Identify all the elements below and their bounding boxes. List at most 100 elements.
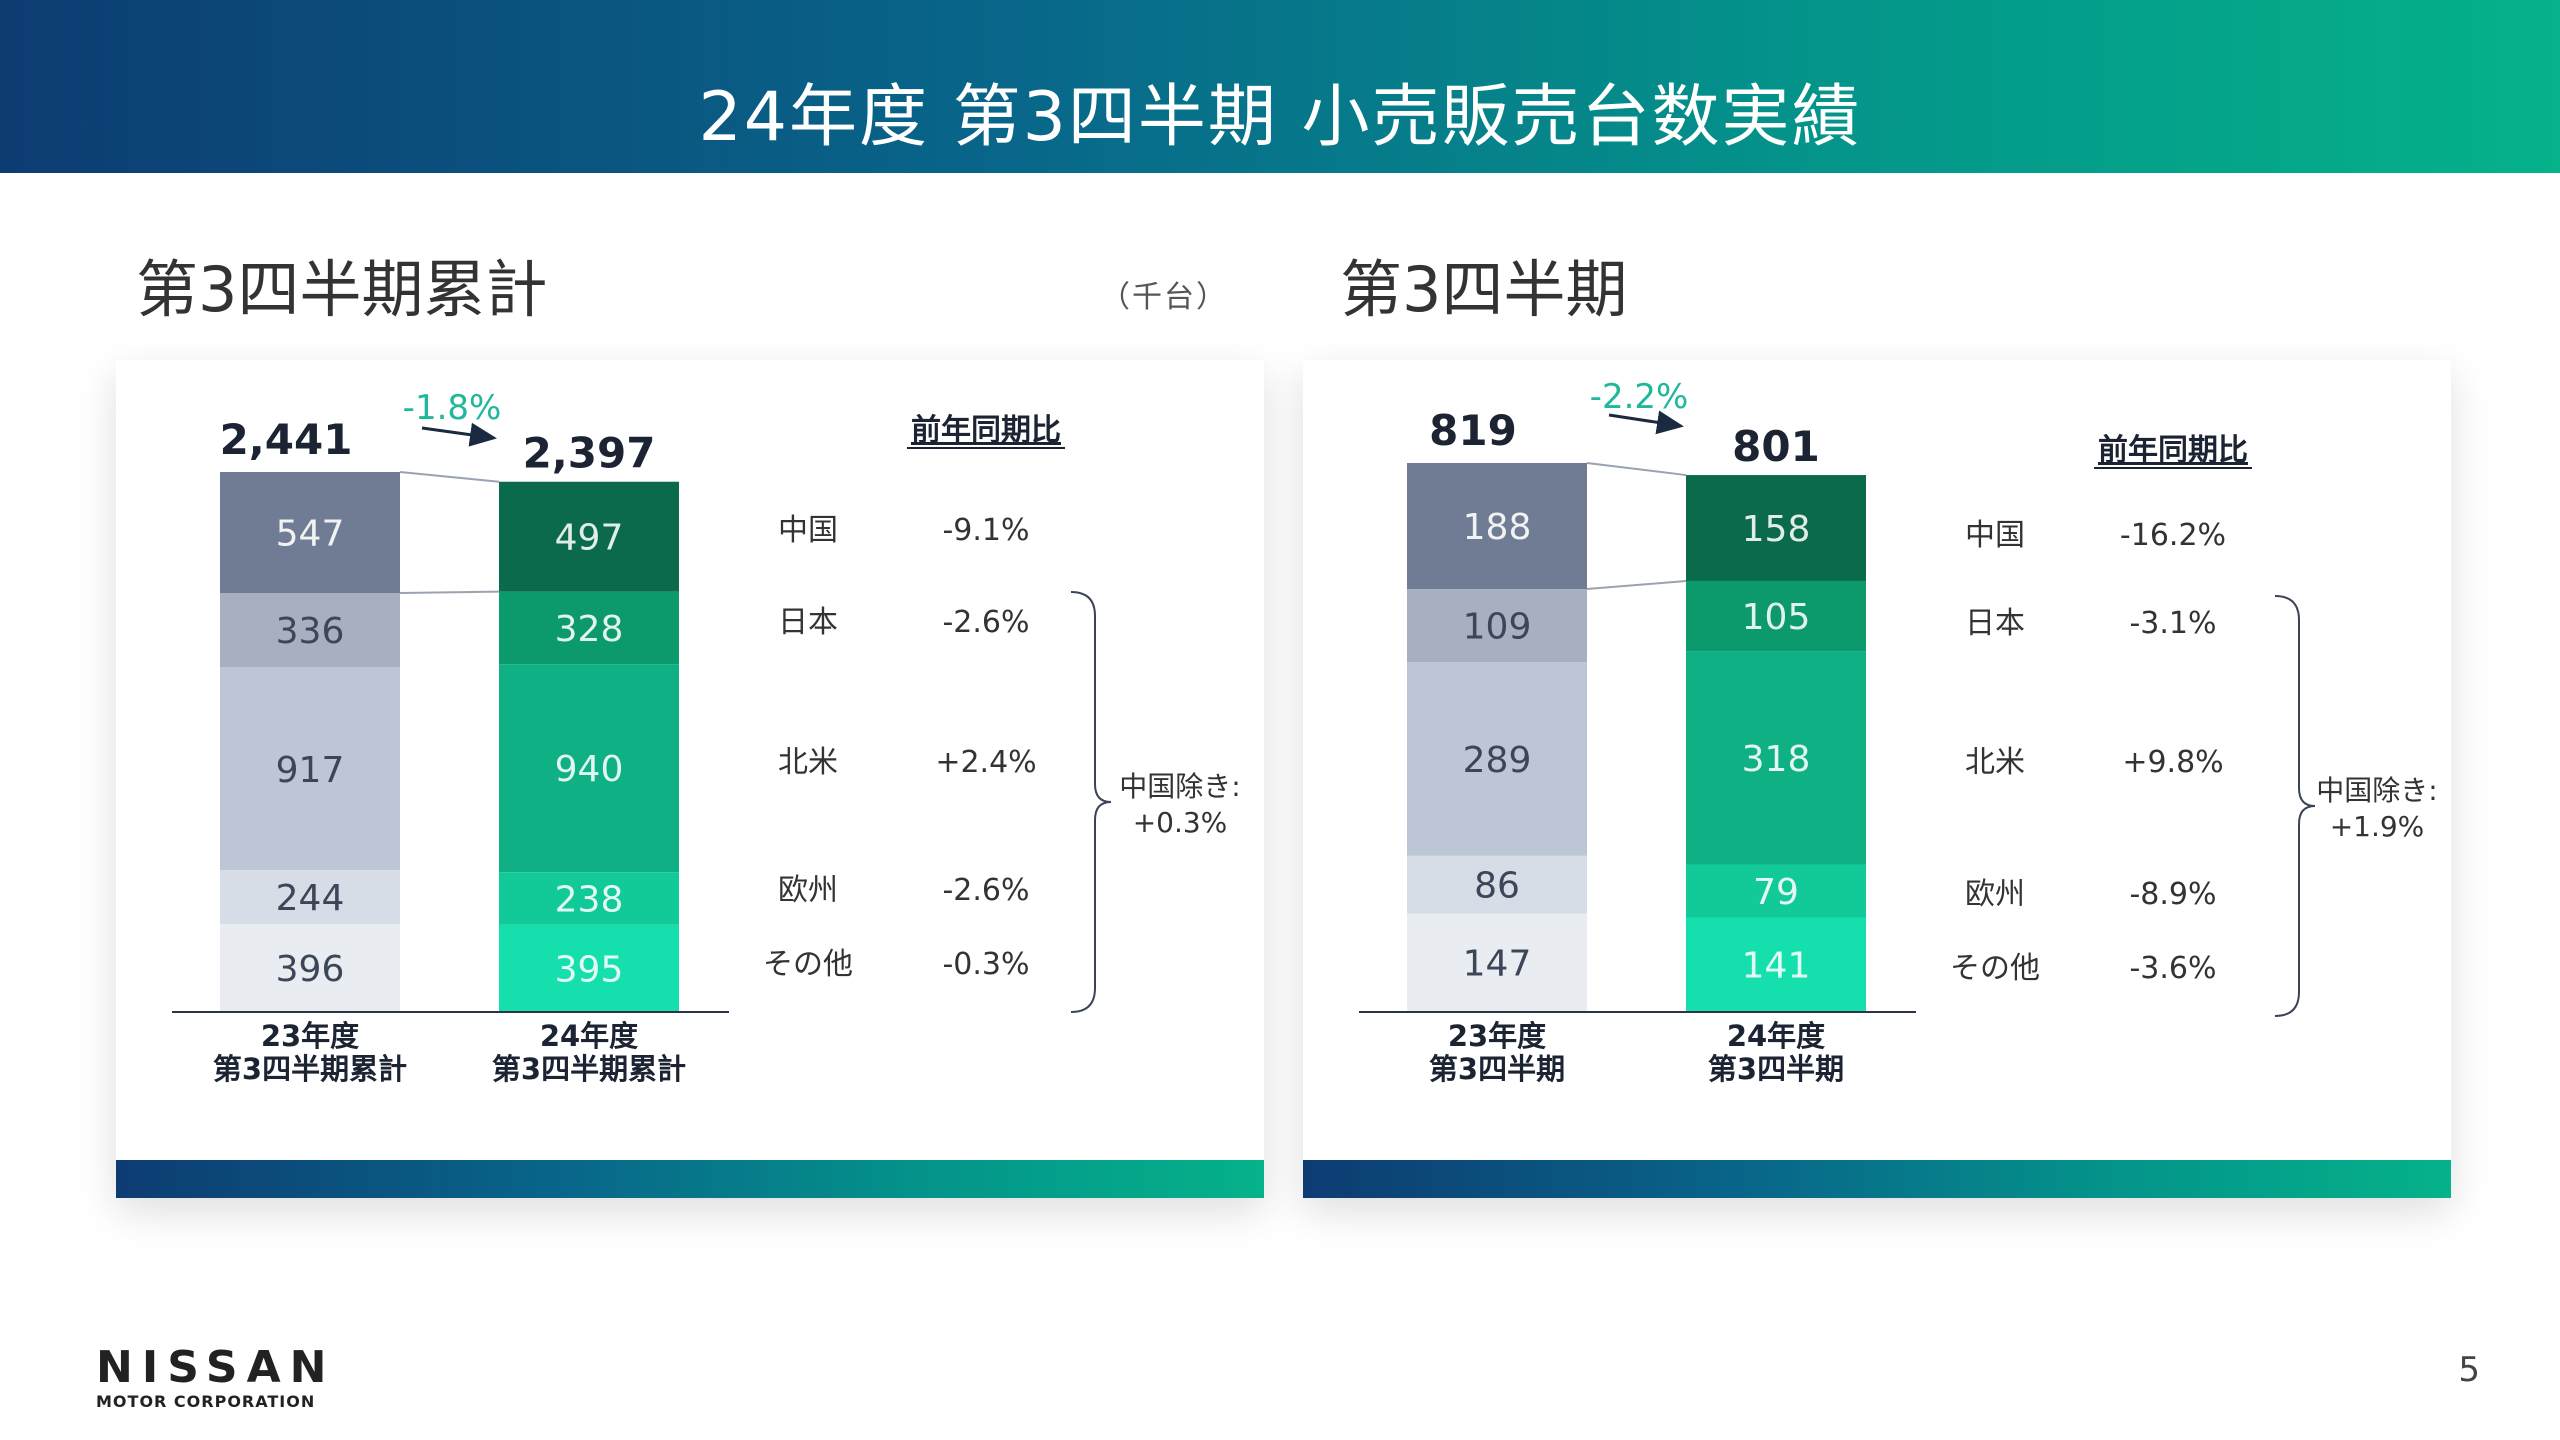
bar-segment: [1686, 580, 1866, 652]
page-title: 24年度 第3四半期 小売販売台数実績: [698, 78, 1862, 157]
category-label: 第3四半期累計: [492, 1052, 686, 1086]
card-footer-bar: [116, 1160, 1264, 1198]
cumulative-section-title: 第3四半期累計: [136, 253, 548, 326]
grouping-brace: [2274, 595, 2316, 1017]
bar-segment: [220, 924, 400, 1012]
data-label: 328: [555, 609, 624, 650]
card-footer-bar: [1303, 1160, 2451, 1198]
yoy-value: -0.3%: [942, 947, 1029, 982]
yoy-header: 前年同期比: [911, 413, 1061, 448]
data-label: 336: [276, 611, 345, 652]
total-label: 2,397: [523, 429, 656, 478]
bar-segment: [1686, 475, 1866, 581]
data-label: 86: [1474, 866, 1520, 907]
region-label: 日本: [778, 605, 838, 640]
bar-segment: [499, 664, 679, 873]
category-label: 23年度: [261, 1019, 359, 1053]
bar-segment: [220, 870, 400, 925]
data-label: 289: [1463, 740, 1532, 781]
region-label: その他: [763, 947, 853, 982]
data-label: 940: [555, 749, 624, 790]
category-label: 23年度: [1448, 1019, 1546, 1053]
bar-segment: [499, 872, 679, 925]
logo-wordmark: NISSAN: [96, 1342, 336, 1393]
bar-segment: [220, 593, 400, 668]
yoy-value: -8.9%: [2129, 877, 2216, 912]
data-label: 547: [276, 514, 345, 555]
cumulative-chart-card: 547 336 917 244 396 2,441 23年度 第3四半期累計 497 328 940…: [116, 360, 1264, 1198]
data-label: 917: [276, 750, 345, 791]
region-label: 日本: [1965, 606, 2025, 641]
change-label: -1.8%: [403, 388, 502, 428]
total-label: 2,441: [220, 415, 353, 464]
region-label: その他: [1950, 951, 2040, 986]
yoy-value: +2.4%: [935, 745, 1036, 780]
unit-label: （千台）: [1100, 280, 1228, 315]
total-label: 801: [1732, 422, 1820, 471]
data-label: 147: [1463, 944, 1532, 985]
region-label: 北米: [1965, 745, 2025, 780]
data-label: 188: [1463, 507, 1532, 548]
connector-line: [1586, 462, 1687, 477]
bar-segment: [1686, 917, 1866, 1012]
bar-segment: [499, 591, 679, 665]
region-label: 欧州: [1965, 877, 2025, 912]
data-label: 79: [1753, 872, 1799, 913]
data-label: 244: [276, 878, 345, 919]
bar-segment: [220, 667, 400, 871]
data-label: 318: [1742, 739, 1811, 780]
logo-subtitle: MOTOR CORPORATION: [96, 1392, 316, 1411]
ex-china-label: 中国除き:: [2316, 774, 2437, 807]
total-label: 819: [1429, 406, 1517, 455]
category-label: 第3四半期: [1708, 1052, 1844, 1086]
quarter-chart-card: 188 109 289 86 147 819 23年度 第3四半期 158 105 318 79 141…: [1303, 360, 2451, 1198]
ex-china-value: +0.3%: [1133, 806, 1228, 839]
change-arrow: [1608, 410, 1684, 435]
page-number: 5: [2458, 1350, 2480, 1390]
yoy-value: -9.1%: [942, 513, 1029, 548]
data-label: 395: [555, 950, 624, 991]
bar-segment: [499, 481, 679, 592]
data-label: 109: [1463, 607, 1532, 648]
bar-segment: [499, 924, 679, 1013]
quarter-section-title: 第3四半期: [1340, 253, 1628, 326]
data-label: 238: [555, 880, 624, 921]
data-label: 497: [555, 518, 624, 559]
yoy-value: -3.6%: [2129, 951, 2216, 986]
data-label: 396: [276, 949, 345, 990]
bar-segment: [1407, 662, 1587, 856]
yoy-value: -2.6%: [942, 873, 1029, 908]
bar-segment: [1407, 589, 1587, 663]
region-label: 北米: [778, 745, 838, 780]
bar-segment: [1407, 913, 1587, 1012]
change-arrow: [421, 422, 497, 447]
bar-segment: [1407, 855, 1587, 914]
yoy-value: -2.6%: [942, 605, 1029, 640]
yoy-header: 前年同期比: [2098, 433, 2248, 468]
bar-segment: [1686, 651, 1866, 865]
category-label: 第3四半期累計: [213, 1052, 407, 1086]
bar-segment: [1686, 864, 1866, 918]
bar-segment: [1407, 463, 1587, 590]
data-label: 141: [1742, 946, 1811, 987]
data-label: 158: [1742, 509, 1811, 550]
category-label: 第3四半期: [1429, 1052, 1565, 1086]
category-label: 24年度: [1727, 1019, 1825, 1053]
region-label: 欧州: [778, 873, 838, 908]
yoy-value: -3.1%: [2129, 606, 2216, 641]
connector-line: [399, 590, 500, 595]
ex-china-label: 中国除き:: [1119, 770, 1240, 803]
category-label: 24年度: [540, 1019, 638, 1053]
header-banner: 24年度 第3四半期 小売販売台数実績: [0, 0, 2560, 173]
yoy-value: +9.8%: [2122, 745, 2223, 780]
region-label: 中国: [778, 513, 838, 548]
nissan-logo: NISSAN MOTOR CORPORATION: [96, 1345, 326, 1413]
grouping-brace: [1070, 591, 1112, 1013]
change-label: -2.2%: [1590, 377, 1689, 417]
connector-line: [1586, 579, 1687, 591]
connector-line: [399, 471, 500, 483]
yoy-value: -16.2%: [2120, 518, 2226, 553]
ex-china-value: +1.9%: [2330, 810, 2425, 843]
